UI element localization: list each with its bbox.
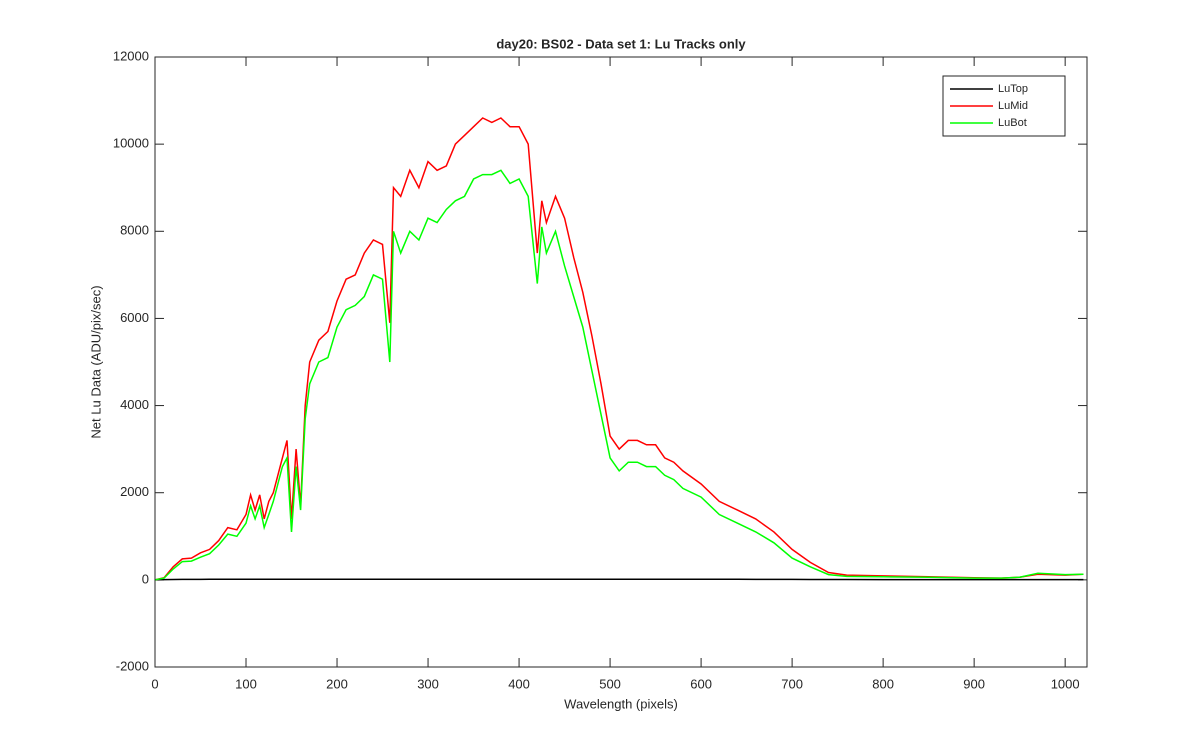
x-tick-label: 100 xyxy=(235,676,257,691)
x-tick-label: 400 xyxy=(508,676,530,691)
y-tick-label: 2000 xyxy=(120,484,149,499)
x-tick-label: 200 xyxy=(326,676,348,691)
data-line xyxy=(154,117,1084,581)
x-tick-label: 300 xyxy=(417,676,439,691)
data-line xyxy=(154,169,1084,581)
data-line xyxy=(154,578,1084,581)
x-tick-label: 700 xyxy=(781,676,803,691)
y-tick-label: 10000 xyxy=(113,136,149,151)
y-tick-label: 0 xyxy=(142,571,149,586)
x-tick-label: 1000 xyxy=(1051,676,1080,691)
x-tick-label: 500 xyxy=(599,676,621,691)
y-tick-label: 6000 xyxy=(120,310,149,325)
y-tick-label: 4000 xyxy=(120,397,149,412)
legend-label: LuBot xyxy=(998,117,1027,129)
x-tick-label: 600 xyxy=(690,676,712,691)
legend-label: LuMid xyxy=(998,100,1028,112)
y-tick-label: 8000 xyxy=(120,223,149,238)
y-tick-label: -2000 xyxy=(116,658,149,673)
y-axis-label: Net Lu Data (ADU/pix/sec) xyxy=(88,285,103,438)
x-tick-label: 900 xyxy=(963,676,985,691)
x-tick-label: 0 xyxy=(151,676,158,691)
y-tick-label: 12000 xyxy=(113,48,149,63)
x-tick-label: 800 xyxy=(872,676,894,691)
plot-frame xyxy=(154,56,1088,668)
chart-title: day20: BS02 - Data set 1: Lu Tracks only xyxy=(496,36,746,51)
x-axis-label: Wavelength (pixels) xyxy=(564,696,678,711)
legend-label: LuTop xyxy=(998,83,1028,95)
